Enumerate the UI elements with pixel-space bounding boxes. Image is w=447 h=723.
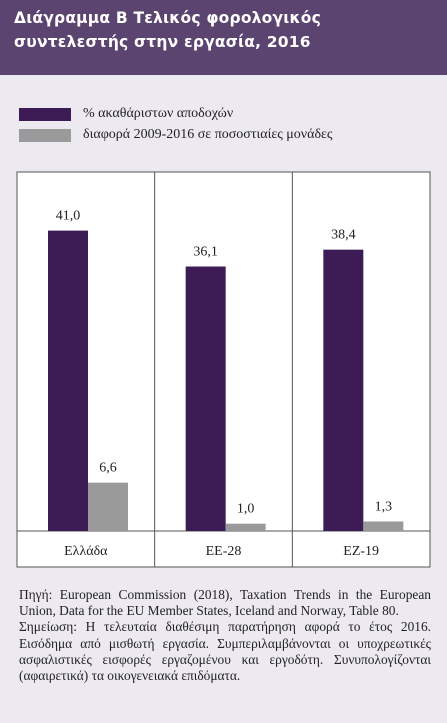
data-label-series-1-2: 36,1 <box>193 245 218 260</box>
chart-title-line-1: Διάγραμμα Β Τελικός φορολογικός <box>14 9 321 27</box>
legend-swatch-series-1 <box>19 107 71 121</box>
chart-header: Διάγραμμα Β Τελικός φορολογικός συντελεσ… <box>0 0 447 75</box>
chart-title-line-2: συντελεστής στην εργασία, 2016 <box>14 33 311 51</box>
category-label-2: ΕΕ-28 <box>206 544 242 559</box>
legend-item-series-2: διαφορά 2009-2016 σε ποσοστιαίες μονάδες <box>19 127 332 143</box>
data-label-series-2-1: 6,6 <box>99 461 117 476</box>
note-text: Σημείωση: Η τελευταία διαθέσιμη παρατήρη… <box>19 619 431 684</box>
bar-series-2-2 <box>225 523 266 531</box>
bar-series-1-1 <box>48 230 88 531</box>
legend-label-series-2: διαφορά 2009-2016 σε ποσοστιαίες μονάδες <box>83 127 333 142</box>
category-label-1: Ελλάδα <box>64 544 108 559</box>
bar-series-1-3 <box>323 249 364 531</box>
bar-chart: 41,0 6,6 Ελλάδα 36,1 1,0 ΕΕ-28 38,4 1,3 ΕΖ-19 <box>16 171 431 568</box>
source-text: Πηγή: European Commission (2018), Taxati… <box>19 587 431 619</box>
data-label-series-2-3: 1,3 <box>375 499 393 514</box>
data-label-series-1-3: 38,4 <box>331 228 356 243</box>
data-label-series-1-1: 41,0 <box>56 209 81 224</box>
data-label-series-2-2: 1,0 <box>237 502 255 517</box>
legend-swatch-series-2 <box>19 128 71 142</box>
source-notes: Πηγή: European Commission (2018), Taxati… <box>19 587 431 684</box>
bar-series-2-1 <box>88 482 128 531</box>
bar-series-1-2 <box>185 266 226 531</box>
bar-series-2-3 <box>363 521 404 531</box>
legend-label-series-1: % ακαθάριστων αποδοχών <box>83 106 234 121</box>
legend-item-series-1: % ακαθάριστων αποδοχών <box>19 106 233 122</box>
category-label-3: ΕΖ-19 <box>343 544 379 559</box>
